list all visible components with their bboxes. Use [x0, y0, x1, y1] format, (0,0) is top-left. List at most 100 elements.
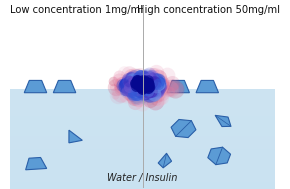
Point: [147, 86, 152, 89]
Point: [130, 86, 135, 89]
Point: [126, 88, 130, 91]
Point: [136, 83, 141, 86]
Point: [155, 80, 160, 83]
Point: [128, 88, 133, 91]
Point: [137, 84, 141, 87]
Point: [133, 82, 137, 85]
Point: [159, 80, 163, 83]
Point: [141, 75, 146, 78]
Point: [117, 88, 122, 91]
Point: [158, 80, 162, 83]
Point: [151, 91, 155, 94]
Point: [139, 87, 144, 90]
Point: [145, 81, 150, 84]
Point: [140, 92, 145, 95]
Point: [136, 84, 140, 87]
Point: [155, 88, 159, 91]
Point: [131, 86, 136, 89]
Point: [149, 82, 154, 85]
Point: [134, 82, 139, 85]
Point: [139, 93, 144, 96]
Point: [122, 90, 127, 93]
Point: [131, 79, 136, 82]
Point: [126, 86, 131, 89]
Point: [137, 75, 142, 78]
Point: [141, 86, 146, 89]
Point: [146, 91, 151, 94]
Point: [141, 81, 145, 84]
Point: [141, 74, 146, 77]
Point: [141, 81, 146, 84]
Point: [139, 81, 144, 84]
Point: [125, 81, 129, 84]
Point: [123, 83, 128, 86]
Point: [124, 84, 128, 87]
Point: [137, 79, 142, 82]
Point: [137, 72, 141, 75]
Point: [155, 86, 159, 89]
Point: [124, 83, 129, 86]
Point: [146, 82, 151, 85]
Point: [139, 89, 143, 92]
Point: [148, 77, 153, 80]
Point: [147, 79, 152, 82]
Point: [144, 90, 149, 93]
Point: [127, 89, 132, 92]
Point: [138, 86, 143, 89]
Point: [157, 82, 161, 85]
Bar: [10, 176, 275, 182]
Point: [126, 79, 131, 82]
Point: [142, 74, 147, 77]
Point: [129, 88, 134, 91]
Point: [133, 84, 138, 87]
Point: [166, 87, 171, 90]
Point: [141, 79, 146, 82]
Point: [125, 83, 130, 86]
Polygon shape: [69, 130, 82, 143]
Point: [151, 80, 156, 83]
Point: [153, 75, 157, 78]
Point: [132, 81, 137, 84]
Point: [146, 81, 151, 84]
Point: [135, 90, 140, 93]
Point: [140, 92, 145, 95]
Point: [127, 73, 132, 76]
Point: [134, 81, 139, 84]
Point: [155, 76, 160, 79]
Point: [147, 92, 151, 95]
Point: [128, 81, 132, 84]
Point: [138, 90, 143, 93]
Point: [159, 85, 164, 88]
Point: [138, 86, 143, 89]
Point: [146, 90, 151, 93]
Point: [148, 76, 152, 79]
Point: [152, 76, 156, 79]
Point: [140, 87, 145, 90]
Point: [153, 79, 158, 82]
Point: [175, 87, 180, 90]
Point: [110, 86, 115, 89]
Point: [135, 98, 140, 101]
Point: [137, 83, 142, 86]
Point: [131, 91, 135, 94]
Point: [153, 83, 157, 86]
Point: [151, 90, 156, 93]
Point: [129, 82, 133, 85]
Point: [136, 87, 141, 90]
Point: [158, 84, 163, 87]
Point: [159, 86, 164, 89]
Point: [122, 81, 126, 84]
Point: [149, 77, 154, 81]
Point: [154, 84, 159, 87]
Point: [142, 84, 147, 87]
Point: [129, 77, 133, 80]
Point: [159, 92, 163, 95]
Point: [128, 84, 133, 88]
Point: [141, 80, 146, 83]
Point: [123, 84, 128, 88]
Point: [134, 93, 139, 96]
Point: [132, 80, 137, 83]
Point: [135, 83, 139, 86]
Point: [138, 80, 143, 83]
Point: [140, 87, 144, 90]
